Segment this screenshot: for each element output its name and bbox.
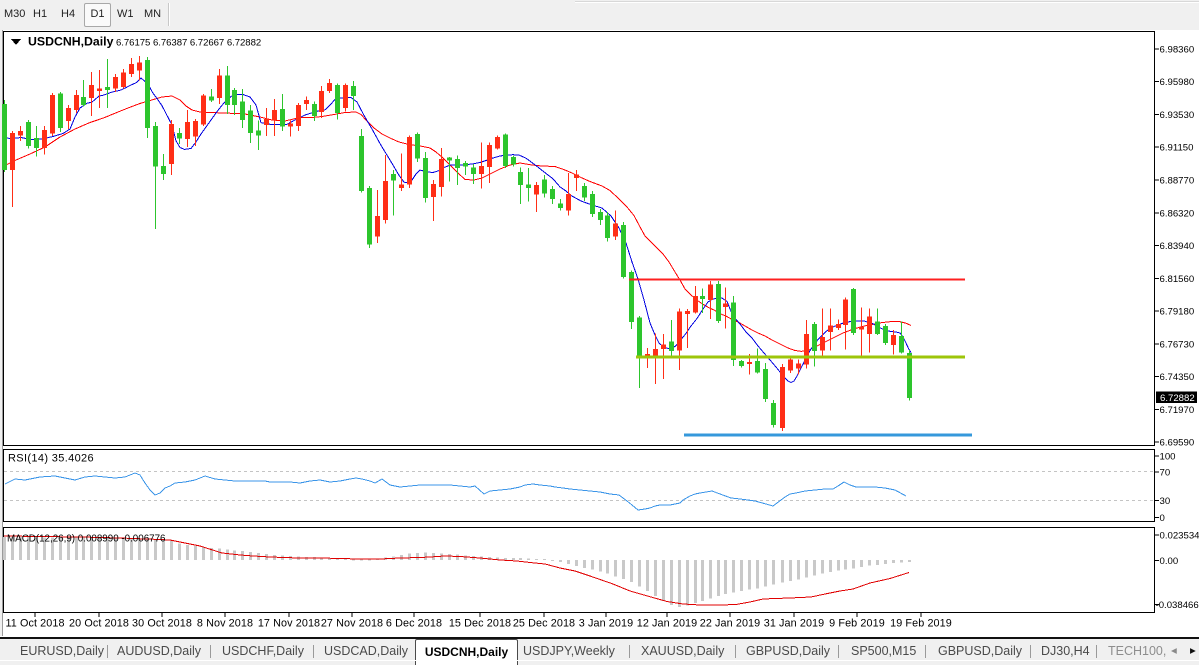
svg-text:6.88770: 6.88770 (1160, 175, 1195, 186)
svg-text:6.91150: 6.91150 (1160, 143, 1194, 154)
svg-text:0.00: 0.00 (1160, 556, 1179, 567)
svg-text:20 Oct 2018: 20 Oct 2018 (69, 618, 129, 630)
svg-text:6 Dec 2018: 6 Dec 2018 (386, 618, 442, 630)
svg-text:27 Nov 2018: 27 Nov 2018 (321, 618, 383, 630)
svg-text:31 Jan 2019: 31 Jan 2019 (764, 618, 825, 630)
svg-text:MACD(12,26,9) 0.008990 -0.0067: MACD(12,26,9) 0.008990 -0.006776 (7, 534, 166, 545)
svg-text:17 Nov 2018: 17 Nov 2018 (258, 618, 320, 630)
svg-text:70: 70 (1160, 468, 1171, 479)
svg-text:11 Oct 2018: 11 Oct 2018 (5, 618, 64, 630)
svg-text:6.76175 6.76387 6.72667 6.7288: 6.76175 6.76387 6.72667 6.72882 (116, 38, 261, 49)
svg-text:0: 0 (1160, 513, 1165, 524)
svg-text:6.76730: 6.76730 (1160, 340, 1195, 351)
svg-text:100: 100 (1160, 452, 1176, 463)
svg-text:6.95980: 6.95980 (1160, 77, 1195, 88)
svg-text:6.98360: 6.98360 (1160, 45, 1195, 56)
svg-text:6.69590: 6.69590 (1160, 438, 1195, 449)
svg-text:6.72882: 6.72882 (1160, 393, 1195, 404)
svg-text:12 Jan 2019: 12 Jan 2019 (637, 618, 698, 630)
svg-text:3 Jan 2019: 3 Jan 2019 (579, 618, 633, 630)
svg-text:-0.038466: -0.038466 (1156, 600, 1199, 611)
svg-text:0.023534: 0.023534 (1160, 531, 1199, 542)
svg-text:15 Dec 2018: 15 Dec 2018 (449, 618, 511, 630)
svg-text:RSI(14) 35.4026: RSI(14) 35.4026 (8, 453, 94, 465)
svg-text:6.71970: 6.71970 (1160, 405, 1195, 416)
svg-text:6.93530: 6.93530 (1160, 110, 1195, 121)
svg-text:22 Jan 2019: 22 Jan 2019 (700, 618, 761, 630)
svg-text:6.81560: 6.81560 (1160, 274, 1195, 285)
svg-text:9 Feb 2019: 9 Feb 2019 (829, 618, 885, 630)
svg-text:30 Oct 2018: 30 Oct 2018 (132, 618, 192, 630)
svg-text:USDCNH,Daily: USDCNH,Daily (28, 35, 114, 49)
svg-text:8 Nov 2018: 8 Nov 2018 (197, 618, 253, 630)
svg-text:25 Dec 2018: 25 Dec 2018 (513, 618, 575, 630)
svg-text:6.83940: 6.83940 (1160, 241, 1195, 252)
svg-text:30: 30 (1160, 496, 1171, 507)
svg-text:6.86320: 6.86320 (1160, 209, 1195, 220)
svg-text:6.79180: 6.79180 (1160, 307, 1195, 318)
svg-text:19 Feb 2019: 19 Feb 2019 (890, 618, 952, 630)
svg-text:6.74350: 6.74350 (1160, 372, 1195, 383)
